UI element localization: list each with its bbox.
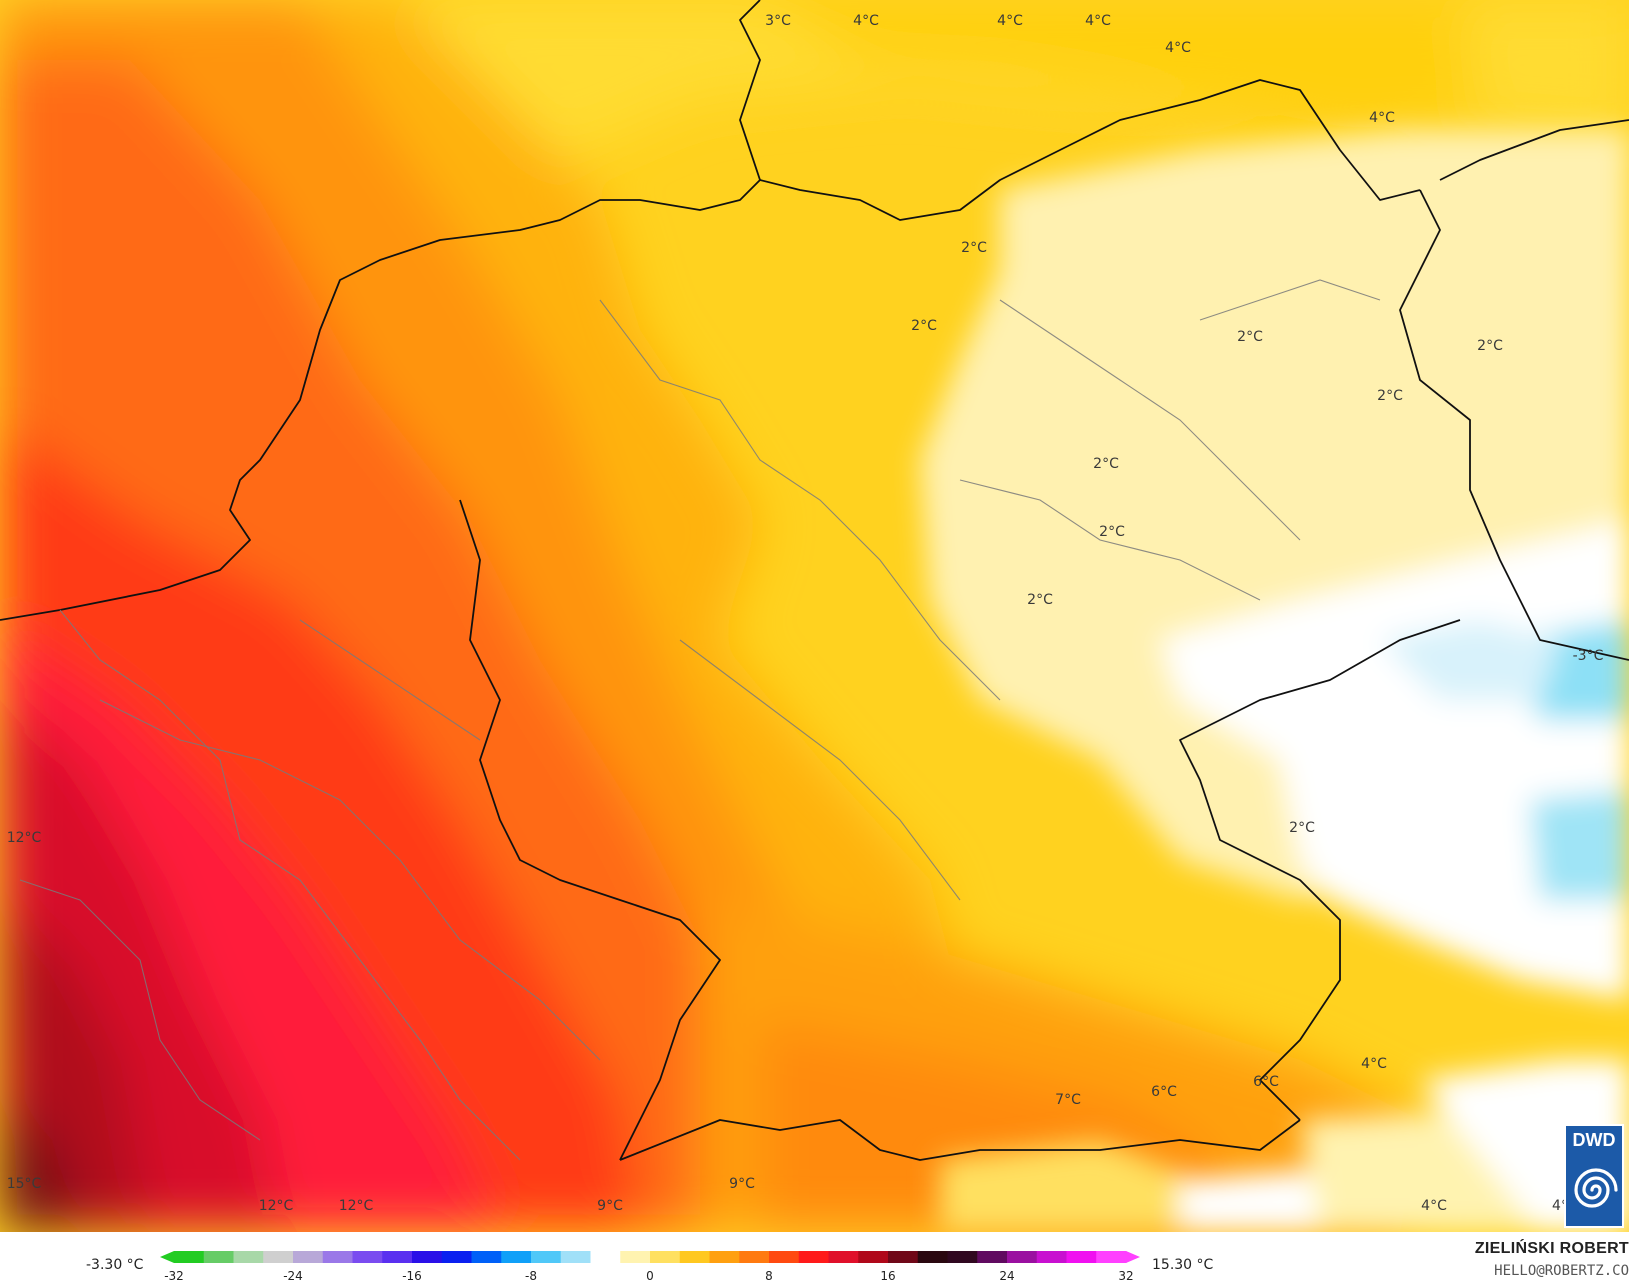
- temperature-label: 4°C: [1165, 40, 1191, 56]
- temperature-label: 9°C: [597, 1198, 623, 1214]
- temperature-label: 2°C: [1237, 329, 1263, 345]
- temperature-label: 2°C: [1289, 820, 1315, 836]
- color-scale-tick-label: 16: [880, 1269, 896, 1283]
- temperature-label: 15°C: [6, 1176, 42, 1192]
- color-scale-tick-label: 0: [646, 1269, 654, 1283]
- color-scale-segment: [1007, 1251, 1038, 1263]
- temperature-label: 2°C: [911, 318, 937, 334]
- color-scale-ticks: -32 -24 -16 -8 0 8 16 24 32: [0, 1269, 1629, 1287]
- color-scale-segment: [858, 1251, 889, 1263]
- author-email: HELLO@ROBERTZ.CO: [1494, 1263, 1629, 1279]
- color-scale-segment: [352, 1251, 383, 1263]
- color-scale-segment: [679, 1251, 710, 1263]
- color-scale-tick-label: 24: [999, 1269, 1015, 1283]
- color-scale-segment: [174, 1251, 205, 1263]
- color-scale-segment: [977, 1251, 1008, 1263]
- temperature-label: 3°C: [765, 13, 791, 29]
- color-scale-segment: [798, 1251, 829, 1263]
- color-scale-segment: [203, 1251, 234, 1263]
- color-scale-segment: [888, 1251, 919, 1263]
- weather-map: 3°C 4°C 4°C 4°C 4°C 4°C 2°C 2°C 2°C 2°C 2°C 2°C 2°C 2…: [0, 0, 1629, 1232]
- temperature-label: 6°C: [1151, 1084, 1177, 1100]
- temperature-label: 4°C: [1085, 13, 1111, 29]
- color-scale-high-arrow: [1126, 1251, 1140, 1263]
- temperature-label: 2°C: [1377, 388, 1403, 404]
- dwd-logo-text: DWD: [1572, 1130, 1616, 1150]
- color-scale-segment: [441, 1251, 472, 1263]
- temperature-label: 2°C: [1477, 338, 1503, 354]
- temperature-label: 2°C: [961, 240, 987, 256]
- color-scale-segment: [709, 1251, 740, 1263]
- temperature-label: 4°C: [1361, 1056, 1387, 1072]
- temperature-label: 4°C: [853, 13, 879, 29]
- color-scale-segment: [322, 1251, 353, 1263]
- color-scale-segment: [828, 1251, 859, 1263]
- color-scale-segment: [382, 1251, 413, 1263]
- temperature-label: 4°C: [1369, 110, 1395, 126]
- color-scale-segment: [650, 1251, 681, 1263]
- color-scale-segment: [947, 1251, 978, 1263]
- temperature-label: 2°C: [1099, 524, 1125, 540]
- color-scale-segment: [917, 1251, 948, 1263]
- temperature-label: 2°C: [1093, 456, 1119, 472]
- temperature-label: 12°C: [258, 1198, 294, 1214]
- temperature-label: 4°: [1552, 1198, 1568, 1214]
- color-scale-low-arrow: [160, 1251, 174, 1263]
- temperature-label: 2°C: [1027, 592, 1053, 608]
- dwd-logo: DWD: [1564, 1124, 1624, 1228]
- color-scale-tick-label: -16: [402, 1269, 422, 1283]
- dwd-swirl-icon: [1574, 1168, 1618, 1208]
- color-scale-segment: [620, 1251, 651, 1263]
- color-scale-segment: [560, 1251, 591, 1263]
- temperature-label: 7°C: [1055, 1092, 1081, 1108]
- temperature-label: 4°C: [997, 13, 1023, 29]
- color-scale-tick-label: 32: [1118, 1269, 1134, 1283]
- color-scale-tick-label: -8: [525, 1269, 537, 1283]
- color-scale-segment: [531, 1251, 562, 1263]
- color-scale-segment: [412, 1251, 443, 1263]
- author-name: ZIELIŃSKI ROBERT: [1474, 1240, 1629, 1257]
- color-scale-segment: [769, 1251, 800, 1263]
- scale-max-label: 15.30 °C: [1152, 1257, 1214, 1273]
- color-scale-tick-label: 8: [765, 1269, 773, 1283]
- color-scale-tick-label: -32: [164, 1269, 184, 1283]
- color-scale-segment: [263, 1251, 294, 1263]
- temperature-label: -3°C: [1572, 648, 1604, 664]
- temperature-label: 4°C: [1421, 1198, 1447, 1214]
- color-scale-tick-label: -24: [283, 1269, 303, 1283]
- color-scale-segment: [1036, 1251, 1067, 1263]
- temperature-label: 12°C: [6, 830, 42, 846]
- color-scale-segment: [1096, 1251, 1127, 1263]
- color-scale-segment: [1066, 1251, 1097, 1263]
- temperature-label: 9°C: [729, 1176, 755, 1192]
- color-scale-segment: [471, 1251, 502, 1263]
- color-scale-segment: [590, 1251, 621, 1263]
- temperature-label: 12°C: [338, 1198, 374, 1214]
- temperature-field: [0, 0, 1629, 1232]
- color-scale-segment: [293, 1251, 324, 1263]
- color-scale-segment: [739, 1251, 770, 1263]
- color-scale-bar: [160, 1251, 1140, 1263]
- color-scale-segment: [233, 1251, 264, 1263]
- color-scale-segment: [501, 1251, 532, 1263]
- scale-min-label: -3.30 °C: [86, 1257, 144, 1273]
- temperature-label: 6°C: [1253, 1074, 1279, 1090]
